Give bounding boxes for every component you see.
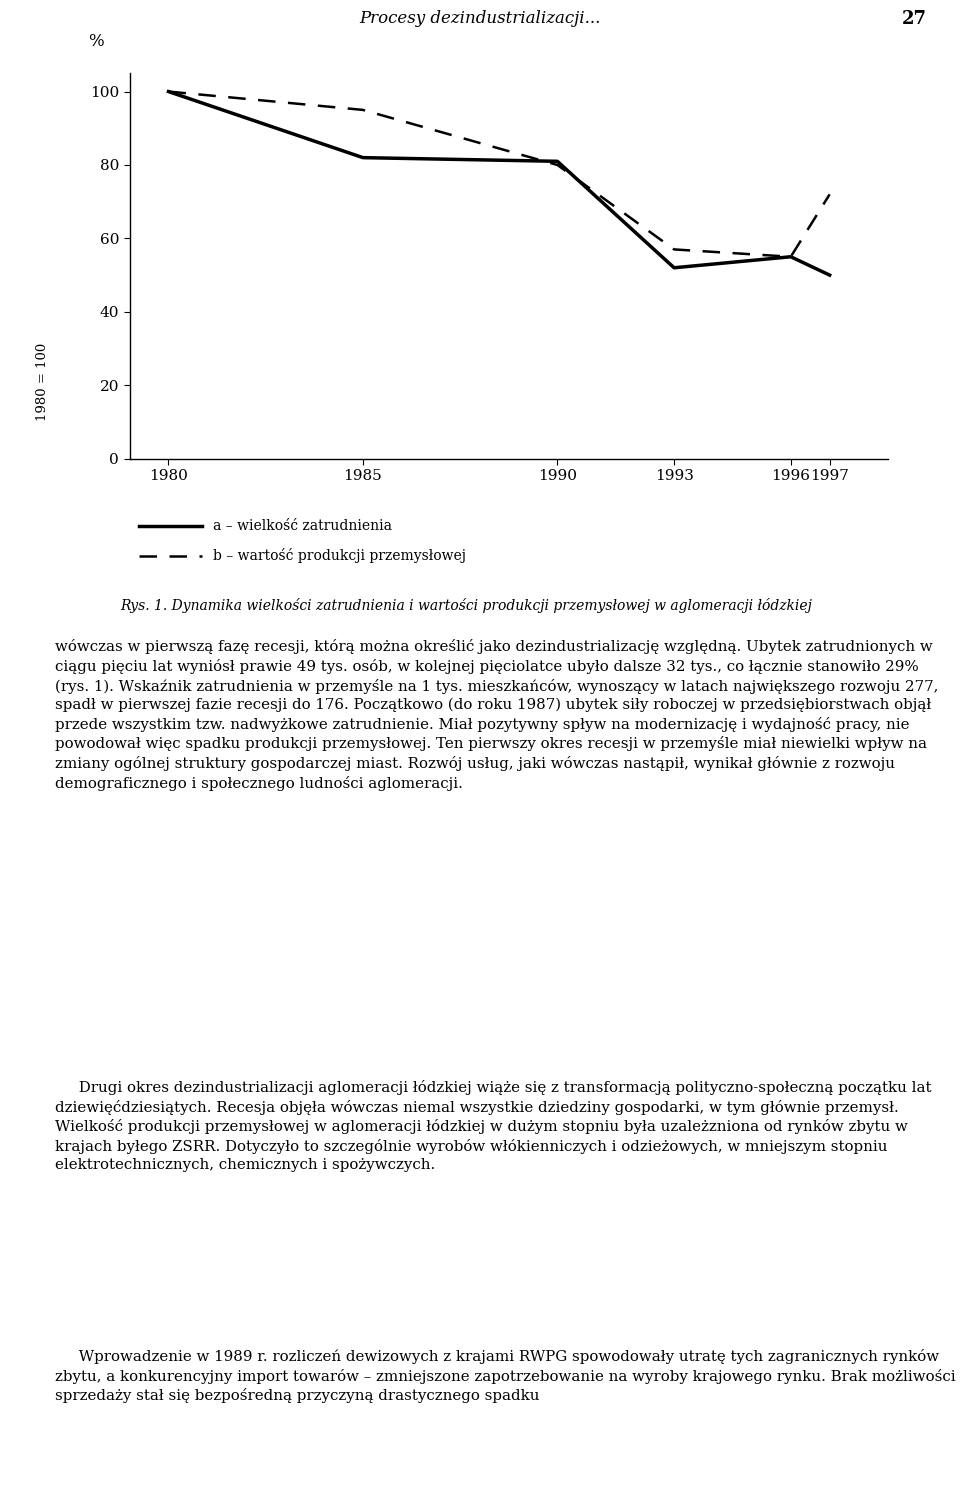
Text: 27: 27	[901, 10, 926, 28]
Text: 1980 = 100: 1980 = 100	[36, 342, 49, 421]
Text: Wprowadzenie w 1989 r. rozliczeń dewizowych z krajami RWPG spowodowały utratę ty: Wprowadzenie w 1989 r. rozliczeń dewizow…	[55, 1349, 955, 1403]
Text: Procesy dezindustrializacji...: Procesy dezindustrializacji...	[359, 10, 601, 27]
Text: Drugi okres dezindustrializacji aglomeracji łódzkiej wiąże się z transformacją p: Drugi okres dezindustrializacji aglomera…	[55, 1080, 931, 1171]
Text: a – wielkość zatrudnienia: a – wielkość zatrudnienia	[213, 518, 392, 533]
Text: wówczas w pierwszą fazę recesji, którą można określić jako dezindustrializację w: wówczas w pierwszą fazę recesji, którą m…	[55, 639, 938, 790]
Text: b – wartość produkcji przemysłowej: b – wartość produkcji przemysłowej	[213, 548, 467, 563]
Text: Rys. 1. Dynamika wielkości zatrudnienia i wartości produkcji przemysłowej w aglo: Rys. 1. Dynamika wielkości zatrudnienia …	[120, 598, 812, 613]
Text: %: %	[88, 33, 104, 51]
